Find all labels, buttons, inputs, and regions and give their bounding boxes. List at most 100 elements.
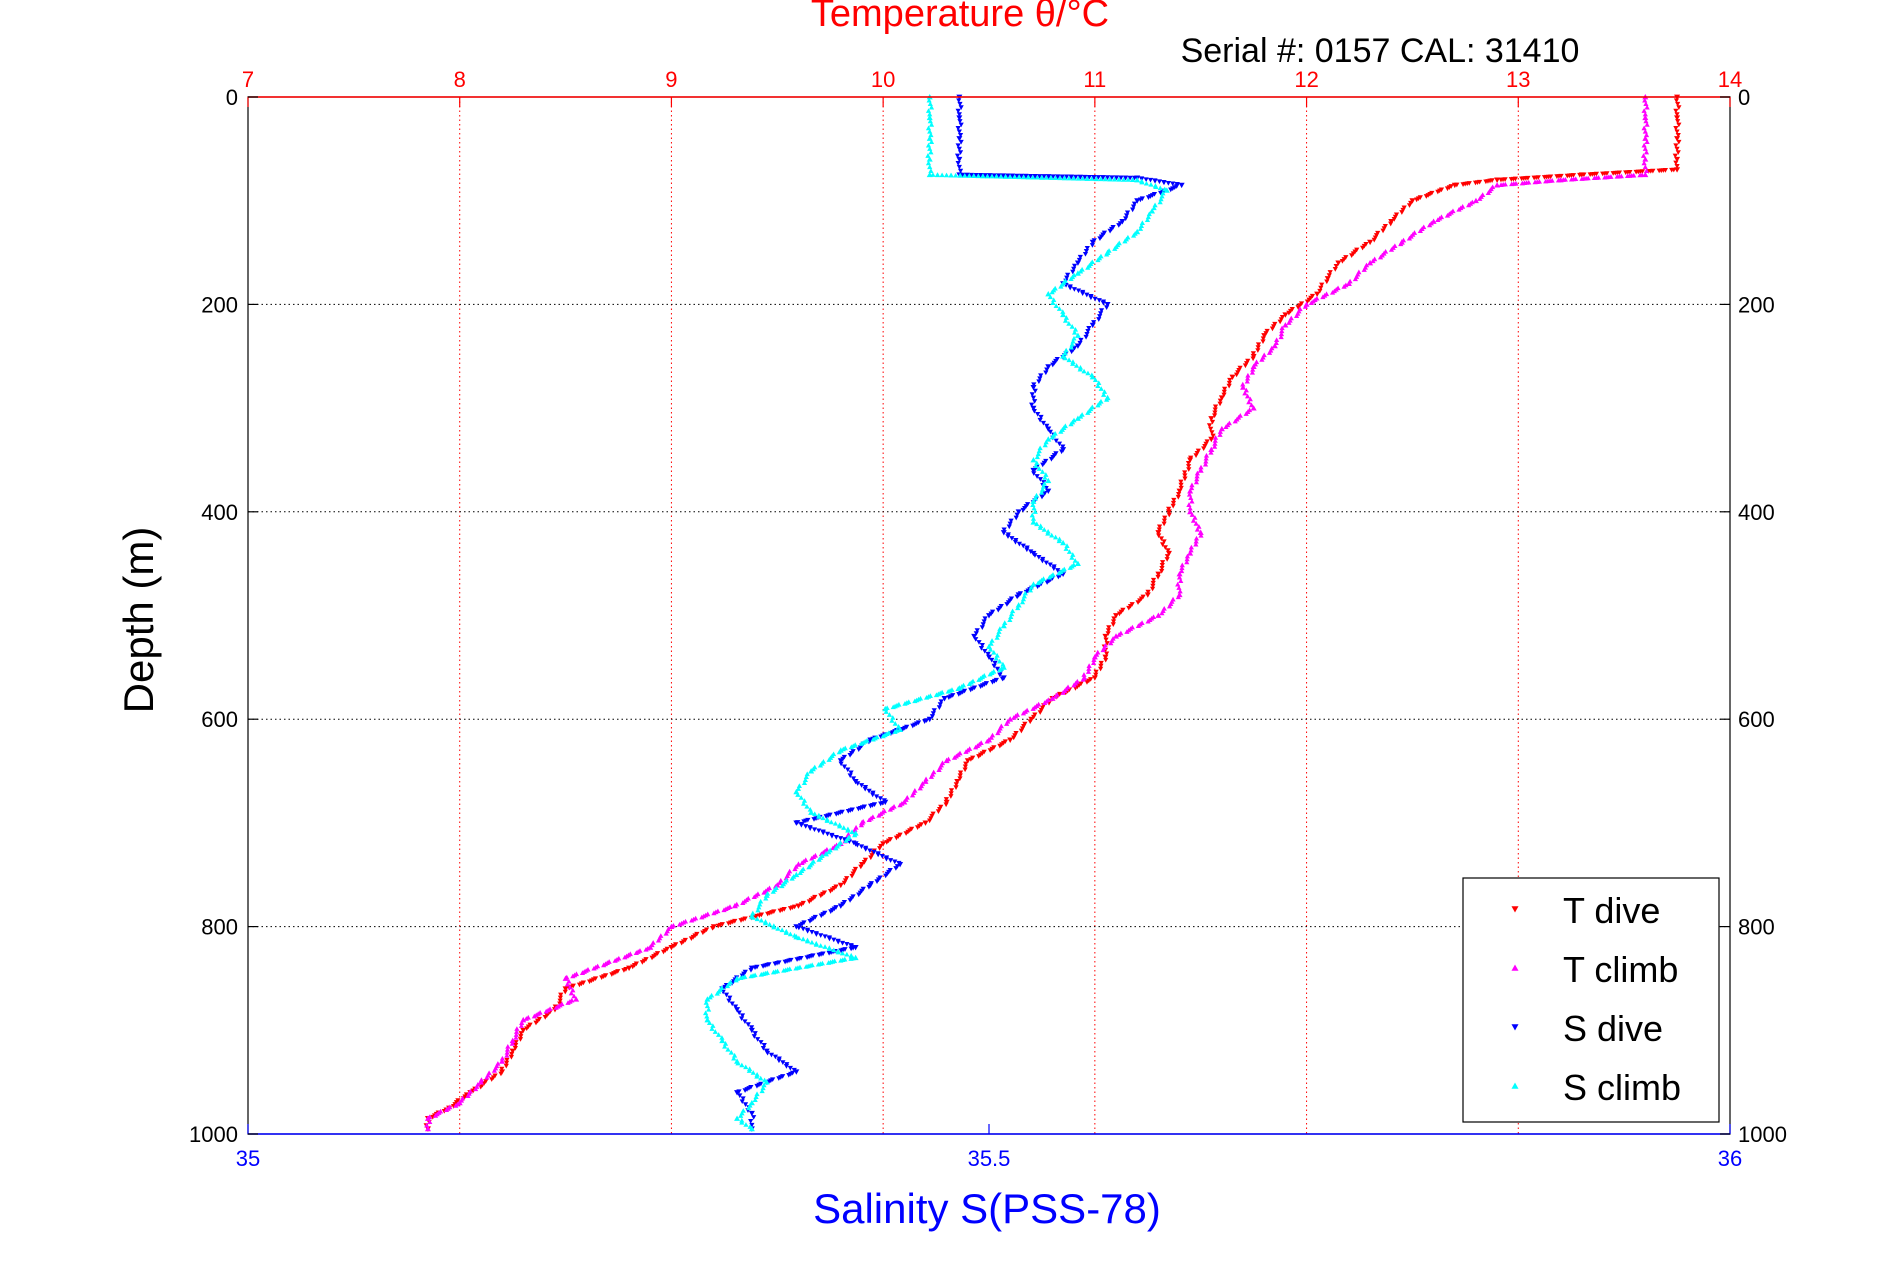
trace-marker — [1304, 299, 1311, 305]
trace-marker — [795, 792, 801, 797]
trace-marker — [739, 1062, 745, 1068]
trace-marker — [1095, 175, 1101, 180]
trace-marker — [816, 952, 822, 958]
trace-marker — [974, 628, 980, 633]
trace-marker — [958, 122, 964, 128]
trace-marker — [971, 173, 977, 178]
trace-marker — [1243, 411, 1249, 416]
trace-marker — [1019, 599, 1026, 605]
trace-marker — [1164, 557, 1170, 562]
trace-marker — [1532, 179, 1538, 185]
trace-marker — [1643, 149, 1650, 155]
trace-marker — [844, 941, 850, 947]
trace-marker — [655, 937, 662, 943]
trace-marker — [863, 847, 869, 852]
trace-marker — [748, 967, 754, 973]
trace-marker — [1190, 518, 1197, 523]
trace-marker — [568, 990, 574, 996]
trace-marker — [1049, 532, 1055, 538]
trace-marker — [1201, 446, 1207, 452]
trace-marker — [955, 161, 961, 166]
trace-marker — [927, 128, 933, 134]
trace-marker — [1080, 291, 1086, 296]
trace-marker — [811, 817, 817, 822]
data-point — [793, 871, 800, 878]
trace-marker — [726, 998, 732, 1004]
trace-marker — [926, 97, 932, 103]
trace-marker — [909, 792, 916, 798]
trace-marker — [783, 1064, 790, 1069]
trace-marker — [826, 950, 832, 956]
trace-marker — [912, 698, 918, 704]
trace-marker — [1255, 342, 1262, 347]
trace-marker — [1209, 430, 1215, 435]
trace-marker — [1071, 287, 1077, 292]
trace-marker — [1259, 357, 1265, 362]
data-point — [1229, 374, 1236, 380]
trace-marker — [621, 968, 627, 973]
trace-marker — [824, 818, 830, 823]
trace-marker — [798, 795, 804, 800]
trace-marker — [1047, 429, 1053, 435]
trace-marker — [838, 948, 844, 954]
trace-marker — [1279, 325, 1285, 331]
trace-marker — [955, 143, 961, 148]
trace-marker — [1248, 402, 1255, 408]
trace-marker — [1033, 492, 1040, 498]
trace-marker — [1018, 728, 1024, 734]
data-marks — [423, 94, 1682, 1132]
trace-marker — [1029, 512, 1035, 518]
trace-marker — [984, 173, 991, 179]
trace-marker — [1637, 172, 1643, 178]
trace-marker — [880, 733, 886, 739]
trace-marker — [823, 814, 829, 819]
data-point — [1074, 332, 1081, 338]
trace-marker — [484, 1074, 490, 1080]
trace-marker — [1032, 509, 1038, 514]
trace-marker — [807, 826, 813, 831]
trace-marker — [1435, 189, 1441, 195]
trace-marker — [1016, 541, 1022, 547]
trace-marker — [760, 964, 766, 969]
trace-marker — [1062, 355, 1068, 361]
trace-marker — [1096, 317, 1102, 322]
trace-marker — [859, 783, 865, 788]
trace-marker — [727, 995, 733, 1001]
trace-marker — [1043, 560, 1049, 566]
trace-marker — [1269, 326, 1276, 332]
trace-marker — [870, 736, 876, 742]
trace-marker — [1077, 366, 1083, 372]
legend: T dive T climb S dive S climb — [1462, 877, 1720, 1123]
trace-marker — [1266, 350, 1273, 355]
trace-marker — [1444, 212, 1451, 218]
temperature-axis: 7 8 9 10 11 12 13 14 — [242, 67, 1742, 107]
trace-marker — [726, 921, 732, 927]
trace-marker — [936, 767, 942, 772]
trace-marker — [831, 937, 837, 943]
trace-marker — [1176, 574, 1183, 580]
trace-marker — [820, 830, 826, 836]
trace-marker — [738, 975, 744, 980]
trace-marker — [978, 684, 984, 690]
trace-marker — [1055, 568, 1061, 573]
trace-marker — [1071, 266, 1077, 272]
trace-marker — [1093, 669, 1099, 675]
trace-marker — [781, 968, 787, 973]
trace-marker — [1137, 226, 1144, 231]
salinity-tick-label: 35 — [236, 1146, 260, 1171]
data-point — [922, 778, 929, 784]
trace-marker — [1203, 455, 1209, 461]
trace-marker — [1039, 494, 1045, 500]
trace-marker — [849, 829, 855, 834]
trace-marker — [867, 848, 873, 854]
trace-marker — [1070, 361, 1076, 366]
data-point — [1113, 633, 1120, 639]
data-point — [1113, 613, 1120, 619]
trace-marker — [1051, 297, 1057, 303]
trace-marker — [1332, 267, 1338, 272]
trace-marker — [928, 168, 934, 173]
trace-marker — [1161, 521, 1167, 527]
trace-marker — [1098, 660, 1104, 666]
trace-marker — [948, 791, 954, 796]
trace-marker — [897, 802, 903, 808]
